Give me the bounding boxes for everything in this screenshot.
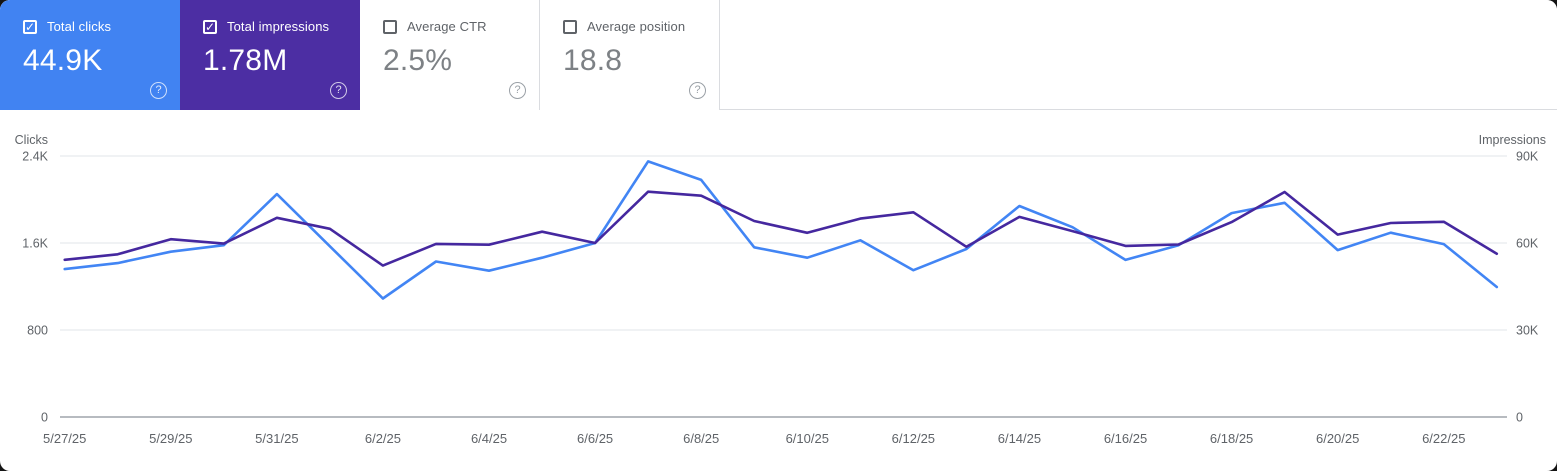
total-clicks-value: 44.9K <box>23 44 103 77</box>
help-icon[interactable]: ? <box>150 82 167 99</box>
x-axis-date-label: 6/20/25 <box>1316 431 1359 446</box>
chart-canvas[interactable]: 2.4K 90K 1.6K 60K 800 30K 0 0 Clicks Impressions 5… <box>0 110 1557 471</box>
average-ctr-value: 2.5% <box>383 44 453 77</box>
clicks-line[interactable] <box>63 160 1499 300</box>
x-axis-date-label: 5/27/25 <box>43 431 86 446</box>
x-axis-date-label: 6/8/25 <box>683 431 719 446</box>
x-axis-date-label: 6/10/25 <box>786 431 829 446</box>
card-label: Total clicks <box>47 19 112 34</box>
help-icon[interactable]: ? <box>689 82 706 99</box>
left-axis-title: Clicks <box>15 133 48 147</box>
impressions-line[interactable] <box>63 190 1499 267</box>
x-axis-date-label: 6/18/25 <box>1210 431 1253 446</box>
left-axis-tick: 800 <box>27 324 48 338</box>
x-axis-date-label: 6/12/25 <box>892 431 935 446</box>
x-axis-date-label: 6/14/25 <box>998 431 1041 446</box>
x-axis-date-label: 6/22/25 <box>1422 431 1465 446</box>
card-total-clicks[interactable]: ✓ Total clicks 44.9K ? <box>0 0 180 110</box>
x-axis-date-label: 6/6/25 <box>577 431 613 446</box>
card-header: ✓ Total clicks <box>23 19 180 34</box>
average-position-value: 18.8 <box>563 44 623 77</box>
card-header: Average position <box>563 19 719 34</box>
x-axis-date-label: 5/31/25 <box>255 431 298 446</box>
x-axis-date-label: 6/4/25 <box>471 431 507 446</box>
performance-chart[interactable]: 2.4K 90K 1.6K 60K 800 30K 0 0 Clicks Impressions 5… <box>0 110 1557 471</box>
right-axis-tick: 60K <box>1516 237 1539 251</box>
left-axis-tick: 0 <box>41 411 48 425</box>
card-total-impressions[interactable]: ✓ Total impressions 1.78M ? <box>180 0 360 110</box>
right-axis-tick: 30K <box>1516 324 1539 338</box>
card-label: Average position <box>587 19 686 34</box>
metric-cards-row: ✓ Total clicks 44.9K ? ✓ Total impressio… <box>0 0 1557 110</box>
x-axis-date-label: 6/2/25 <box>365 431 401 446</box>
right-axis-tick: 90K <box>1516 150 1539 164</box>
card-label: Total impressions <box>227 19 330 34</box>
left-axis-tick: 2.4K <box>22 150 48 164</box>
card-label: Average CTR <box>407 19 487 34</box>
card-header: ✓ Total impressions <box>203 19 360 34</box>
right-axis-title: Impressions <box>1479 133 1546 147</box>
total-impressions-value: 1.78M <box>203 44 288 77</box>
card-average-position[interactable]: Average position 18.8 ? <box>540 0 720 110</box>
average-ctr-checkbox[interactable] <box>383 19 397 34</box>
x-axis-date-label: 5/29/25 <box>149 431 192 446</box>
help-icon[interactable]: ? <box>330 82 347 99</box>
x-axis-date-label: 6/16/25 <box>1104 431 1147 446</box>
total-clicks-checkbox[interactable]: ✓ <box>23 19 37 34</box>
card-header: Average CTR <box>383 19 539 34</box>
right-axis-tick: 0 <box>1516 411 1523 425</box>
left-axis-tick: 1.6K <box>22 237 48 251</box>
card-average-ctr[interactable]: Average CTR 2.5% ? <box>360 0 540 110</box>
total-impressions-checkbox[interactable]: ✓ <box>203 19 217 34</box>
average-position-checkbox[interactable] <box>563 19 577 34</box>
help-icon[interactable]: ? <box>509 82 526 99</box>
